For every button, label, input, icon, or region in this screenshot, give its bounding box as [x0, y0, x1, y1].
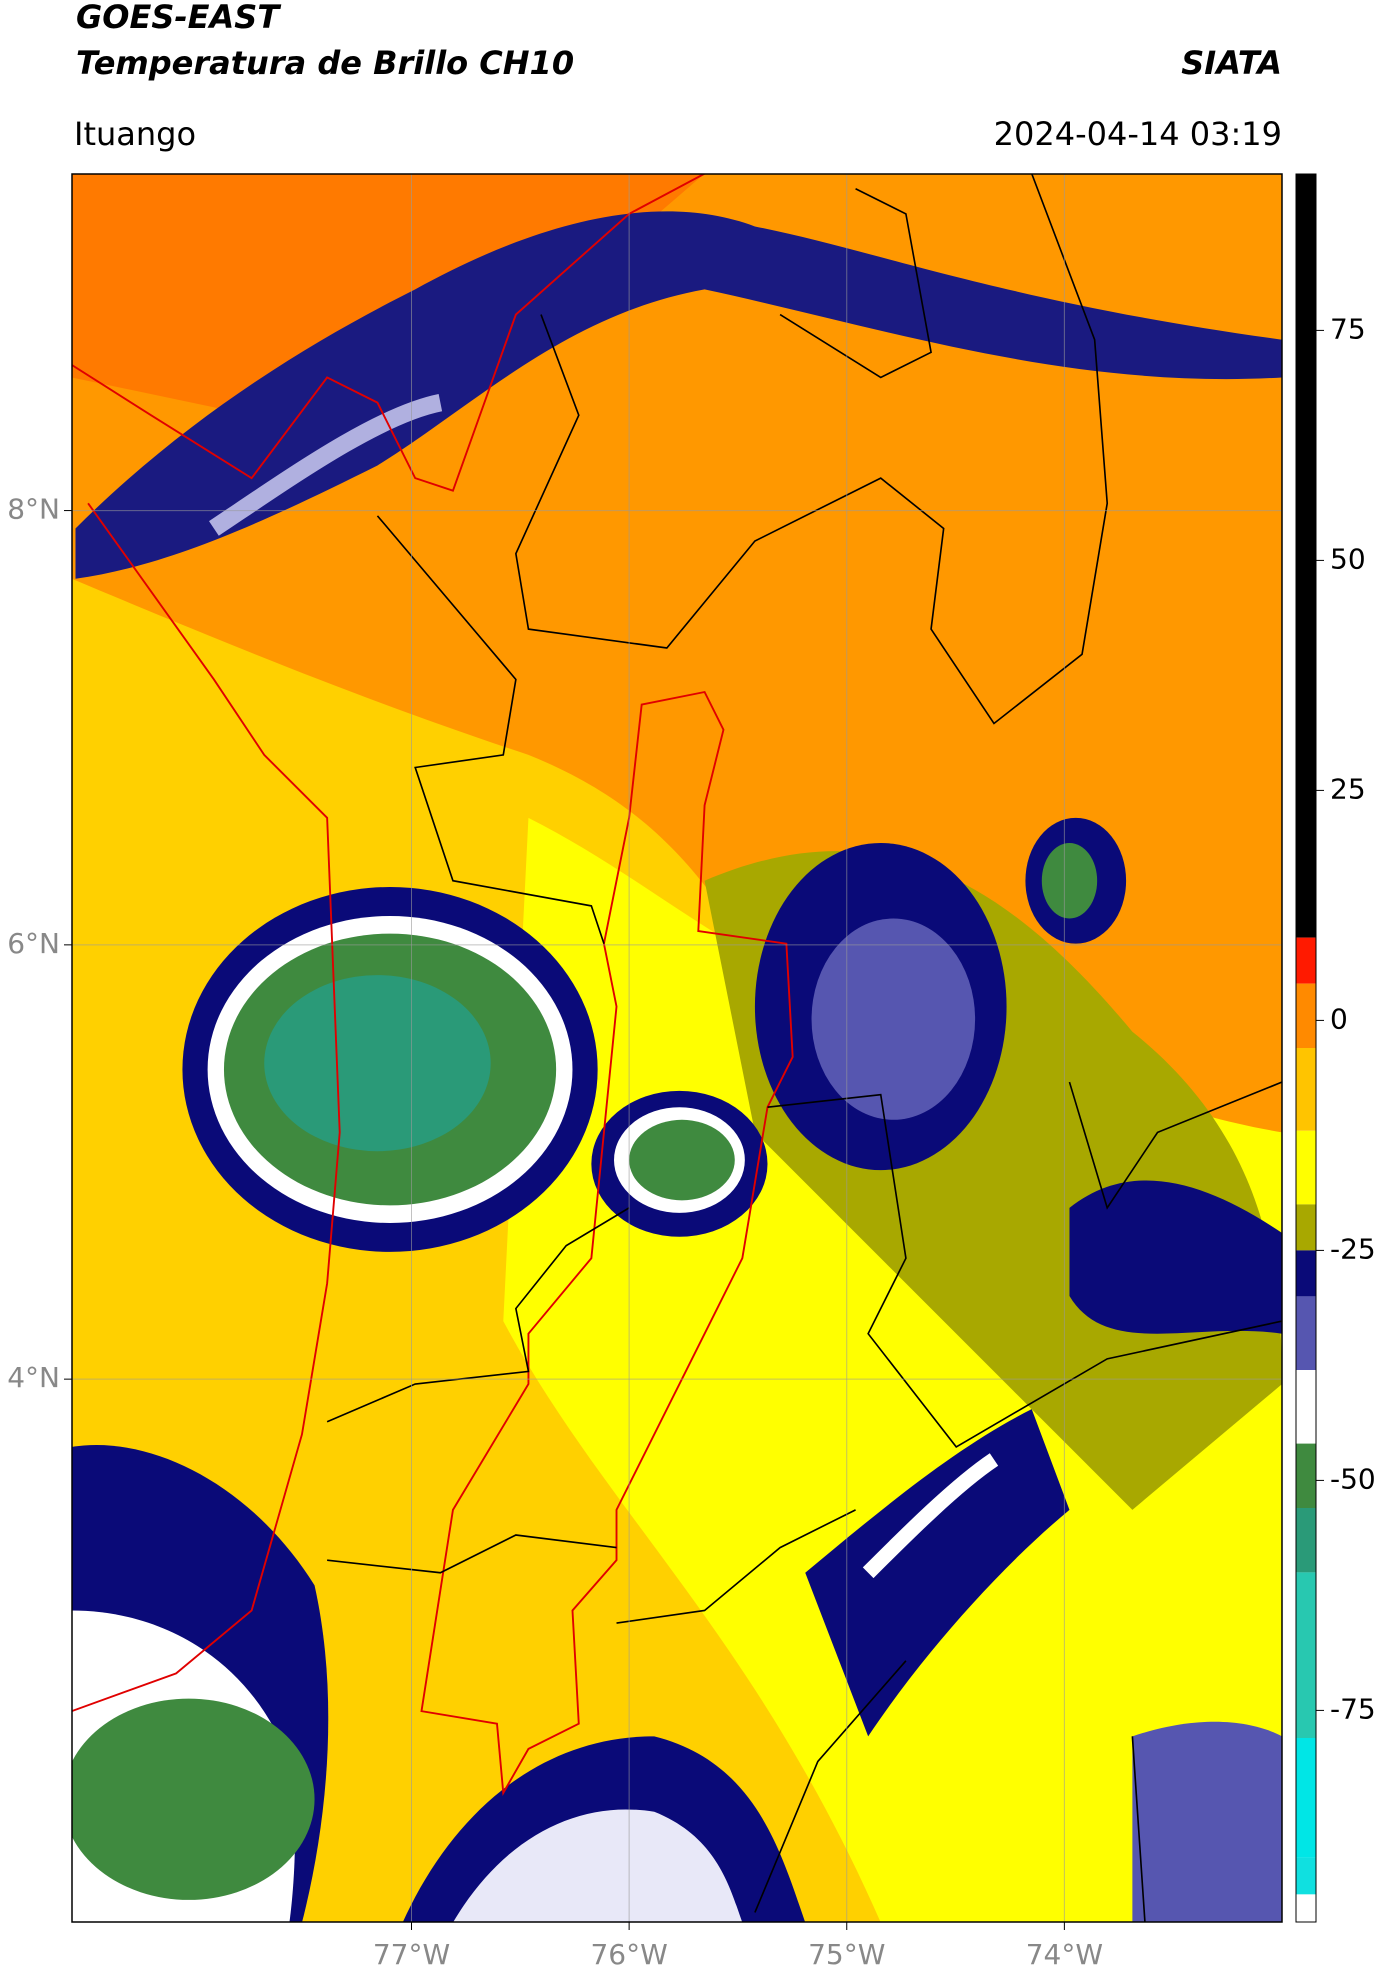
colorbar-band — [1296, 174, 1316, 938]
colorbar-band — [1296, 1572, 1316, 1738]
brand: SIATA — [1181, 44, 1282, 82]
colorbar-band — [1296, 1738, 1316, 1858]
colorbar-tick-label: -75 — [1330, 1692, 1376, 1725]
y-tick-label: 8°N — [7, 493, 60, 526]
satellite-image — [71, 173, 1283, 1923]
colorbar-band — [1296, 1204, 1316, 1251]
colorbar-tick-label: 75 — [1330, 312, 1366, 345]
colorbar-band — [1296, 1130, 1316, 1205]
colorbar-band — [1296, 1508, 1316, 1573]
colorbar: 75 50 25 0 -25 -50 -75 — [1295, 173, 1376, 1923]
colorbar-tick-label: 0 — [1330, 1002, 1348, 1035]
colorbar-band — [1296, 937, 1316, 984]
grid: 77°W 76°W 75°W 74°W 8°N 6°N 4°N — [7, 174, 1282, 1971]
x-tick-label: 76°W — [590, 1938, 667, 1971]
colorbar-band — [1296, 1250, 1316, 1297]
colorbar-band — [1296, 1894, 1316, 1922]
colorbar-tick-label: -25 — [1330, 1232, 1376, 1265]
colorbar-tick-label: 50 — [1330, 542, 1366, 575]
datetime: 2024-04-14 03:19 — [994, 115, 1282, 153]
colorbar-tick-label: 25 — [1330, 772, 1366, 805]
colorbar-band — [1296, 1370, 1316, 1444]
subtitle: Temperatura de Brillo CH10 — [76, 44, 574, 82]
title: GOES-EAST — [76, 0, 281, 36]
location: Ituango — [74, 115, 196, 153]
y-tick-label: 4°N — [7, 1361, 60, 1394]
x-tick-label: 77°W — [373, 1938, 450, 1971]
x-tick-label: 75°W — [808, 1938, 885, 1971]
x-tick-label: 74°W — [1026, 1938, 1103, 1971]
colorbar-tick-label: -50 — [1330, 1462, 1376, 1495]
y-tick-label: 6°N — [7, 927, 60, 960]
colorbar-band — [1296, 983, 1316, 1048]
colorbar-band — [1296, 1296, 1316, 1370]
map-frame — [71, 173, 1283, 1923]
colorbar-band — [1296, 1443, 1316, 1508]
colorbar-band — [1296, 1048, 1316, 1131]
colorbar-band — [1296, 1857, 1316, 1895]
colorbar-frame — [1295, 173, 1317, 1923]
